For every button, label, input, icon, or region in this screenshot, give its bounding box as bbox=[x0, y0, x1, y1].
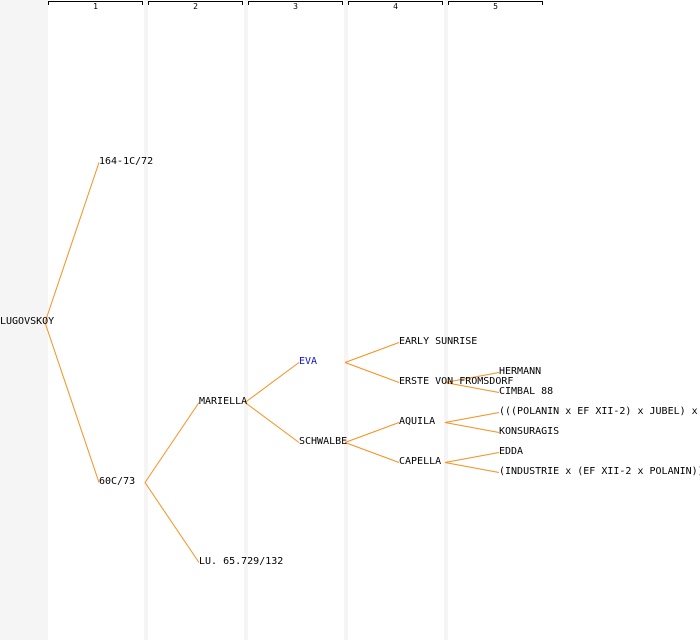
generation-bracket bbox=[448, 1, 543, 5]
node-eva[interactable]: EVA bbox=[299, 356, 318, 367]
link-aquila-polanin bbox=[444, 412, 500, 423]
link-eva-erste bbox=[344, 362, 400, 383]
generation-column-4 bbox=[348, 0, 444, 640]
link-capella-industrie bbox=[444, 462, 500, 473]
node-164-1c-72[interactable]: 164-1C/72 bbox=[99, 156, 154, 167]
generation-column-1 bbox=[48, 0, 144, 640]
generation-number: 5 bbox=[493, 2, 498, 11]
node-industrie-cross[interactable]: (INDUSTRIE x (EF XII-2 x POLANIN)) bbox=[499, 466, 700, 477]
generation-number: 4 bbox=[393, 2, 398, 11]
link-erste-hermann bbox=[444, 372, 500, 383]
node-erste-von-fromsdorf[interactable]: ERSTE VON FROMSDORF bbox=[399, 376, 514, 387]
node-cimbal-88[interactable]: CIMBAL 88 bbox=[499, 386, 554, 397]
node-schwalbe[interactable]: SCHWALBE bbox=[299, 436, 348, 447]
node-60c-73[interactable]: 60C/73 bbox=[99, 476, 136, 487]
link-aquila-konsuragis bbox=[444, 422, 500, 433]
node-aquila[interactable]: AQUILA bbox=[399, 416, 436, 427]
generation-header-2: 2 bbox=[148, 0, 243, 12]
link-mariella-eva bbox=[244, 362, 300, 403]
node-mariella[interactable]: MARIELLA bbox=[199, 396, 248, 407]
link-schwalbe-capella bbox=[344, 442, 400, 463]
link-schwalbe-aquila bbox=[344, 422, 400, 443]
generation-number: 3 bbox=[293, 2, 298, 11]
node-early-sunrise[interactable]: EARLY SUNRISE bbox=[399, 336, 478, 347]
link-capella-edda bbox=[444, 452, 500, 463]
node-edda[interactable]: EDDA bbox=[499, 446, 524, 457]
generation-column-2 bbox=[148, 0, 244, 640]
node-lugovskoy[interactable]: LUGOVSKOY bbox=[0, 316, 55, 327]
node-konsuragis[interactable]: KONSURAGIS bbox=[499, 426, 560, 437]
link-lugovskoy-n164 bbox=[44, 162, 100, 323]
generation-header-3: 3 bbox=[248, 0, 343, 12]
link-mariella-schwalbe bbox=[244, 402, 300, 443]
link-n60c-mariella bbox=[144, 402, 200, 483]
generation-column-3 bbox=[248, 0, 344, 640]
generation-bracket bbox=[148, 1, 243, 5]
node-polanin-cross[interactable]: (((POLANIN x EF XII-2) x JUBEL) x bbox=[499, 406, 698, 417]
link-erste-cimbal bbox=[444, 382, 500, 393]
generation-bracket bbox=[348, 1, 443, 5]
node-hermann[interactable]: HERMANN bbox=[499, 366, 542, 377]
node-lu-65729-132[interactable]: LU. 65.729/132 bbox=[199, 556, 284, 567]
generation-number: 2 bbox=[193, 2, 198, 11]
generation-header-5: 5 bbox=[448, 0, 543, 12]
link-lugovskoy-n60c bbox=[44, 322, 100, 483]
generation-header-1: 1 bbox=[48, 0, 143, 12]
generation-bracket bbox=[48, 1, 143, 5]
link-n60c-lu65 bbox=[144, 482, 200, 563]
generation-bracket bbox=[248, 1, 343, 5]
generation-header-4: 4 bbox=[348, 0, 443, 12]
node-capella[interactable]: CAPELLA bbox=[399, 456, 442, 467]
generation-number: 1 bbox=[93, 2, 98, 11]
generation-column-5 bbox=[448, 0, 700, 640]
link-eva-early bbox=[344, 342, 400, 363]
